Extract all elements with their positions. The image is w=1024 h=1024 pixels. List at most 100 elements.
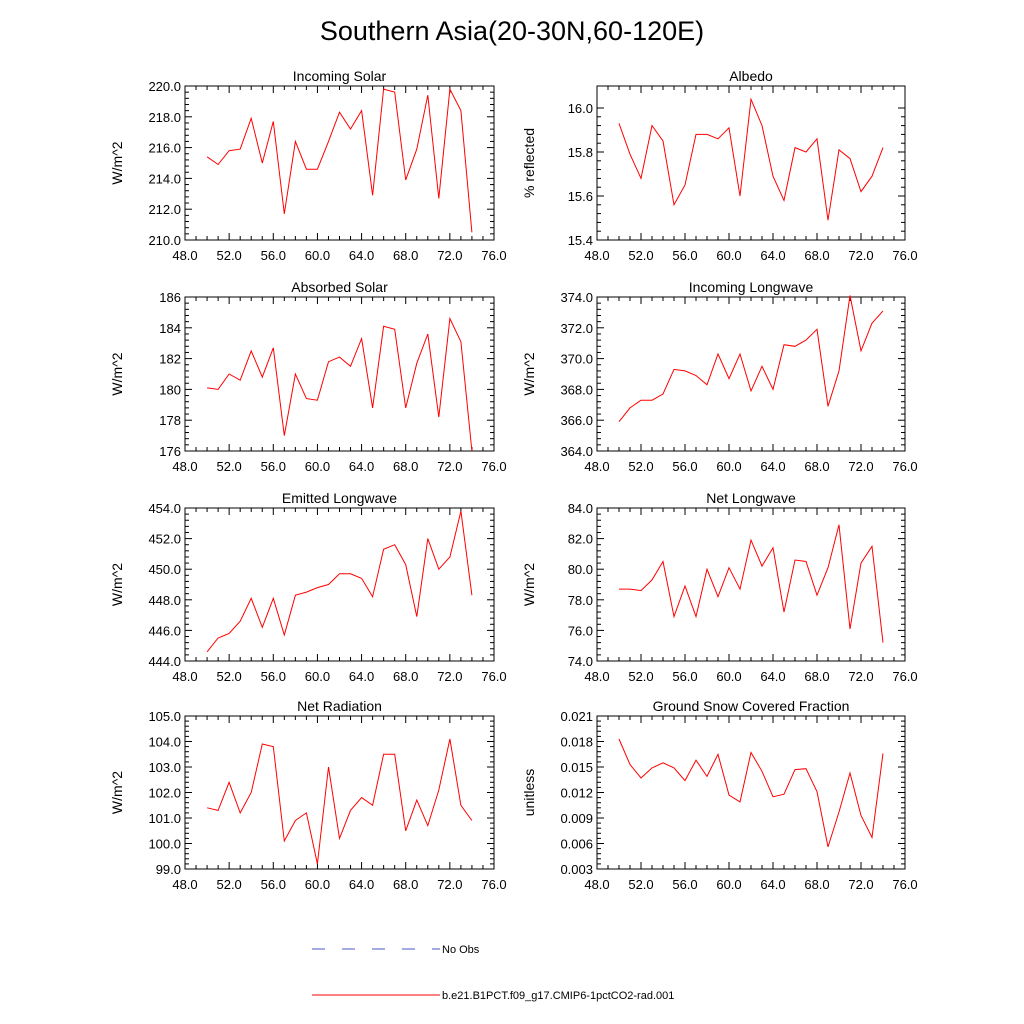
y-tick-label-net-longwave: 78.0 bbox=[568, 593, 593, 608]
panel-title-ground-snow-covered-fraction: Ground Snow Covered Fraction bbox=[653, 698, 850, 714]
panel-title-absorbed-solar: Absorbed Solar bbox=[291, 279, 388, 295]
y-tick-label-absorbed-solar: 184 bbox=[159, 321, 181, 336]
x-tick-label-net-radiation: 60.0 bbox=[305, 877, 330, 892]
y-tick-label-incoming-longwave: 364.0 bbox=[560, 444, 593, 459]
legend-label-no-obs: No Obs bbox=[442, 944, 480, 956]
chart-panels: Incoming Solar 48.0 52.0 56.0 60.0 64.0 68.0 72… bbox=[109, 68, 918, 892]
y-axis-label-ground-snow-covered-fraction: unitless bbox=[521, 769, 537, 816]
x-tick-label-incoming-solar: 52.0 bbox=[216, 248, 241, 263]
x-tick-label-albedo: 48.0 bbox=[584, 248, 609, 263]
x-tick-label-net-radiation: 72.0 bbox=[437, 877, 462, 892]
y-axis-label-incoming-solar: W/m^2 bbox=[109, 141, 125, 184]
panel-incoming-solar: Incoming Solar 48.0 52.0 56.0 60.0 64.0 68.0 72… bbox=[109, 68, 507, 263]
x-tick-label-ground-snow-covered-fraction: 76.0 bbox=[892, 877, 917, 892]
y-tick-label-emitted-longwave: 448.0 bbox=[148, 593, 181, 608]
x-tick-label-emitted-longwave: 72.0 bbox=[437, 669, 462, 684]
y-tick-label-incoming-solar: 212.0 bbox=[148, 202, 181, 217]
y-tick-label-incoming-solar: 216.0 bbox=[148, 141, 181, 156]
series-line-albedo bbox=[618, 97, 884, 221]
y-tick-label-emitted-longwave: 444.0 bbox=[148, 654, 181, 669]
y-axis-label-incoming-longwave: W/m^2 bbox=[521, 352, 537, 395]
x-tick-label-incoming-solar: 48.0 bbox=[172, 248, 197, 263]
panel-albedo: Albedo 48.0 52.0 56.0 60.0 64.0 68.0 72.0 76.0 15… bbox=[521, 68, 918, 263]
y-tick-label-absorbed-solar: 186 bbox=[159, 290, 181, 305]
x-tick-label-emitted-longwave: 48.0 bbox=[172, 669, 197, 684]
figure-title: Southern Asia(20-30N,60-120E) bbox=[320, 16, 704, 46]
y-tick-label-ground-snow-covered-fraction: 0.018 bbox=[560, 735, 593, 750]
x-tick-label-ground-snow-covered-fraction: 56.0 bbox=[672, 877, 697, 892]
x-tick-label-albedo: 52.0 bbox=[628, 248, 653, 263]
x-tick-label-net-radiation: 68.0 bbox=[393, 877, 418, 892]
y-tick-label-ground-snow-covered-fraction: 0.015 bbox=[560, 760, 593, 775]
y-tick-label-net-longwave: 84.0 bbox=[568, 501, 593, 516]
y-tick-label-net-radiation: 100.0 bbox=[148, 837, 181, 852]
y-tick-label-incoming-solar: 210.0 bbox=[148, 233, 181, 248]
y-axis-label-net-longwave: W/m^2 bbox=[521, 563, 537, 606]
y-tick-label-incoming-longwave: 370.0 bbox=[560, 352, 593, 367]
x-tick-label-emitted-longwave: 68.0 bbox=[393, 669, 418, 684]
series-line-net-longwave bbox=[619, 524, 884, 643]
y-tick-label-incoming-longwave: 374.0 bbox=[560, 290, 593, 305]
panel-net-radiation: Net Radiation 48.0 52.0 56.0 60.0 64.0 68.0 72.… bbox=[109, 698, 507, 892]
x-tick-label-net-radiation: 56.0 bbox=[261, 877, 286, 892]
x-tick-label-net-longwave: 64.0 bbox=[760, 669, 785, 684]
y-tick-label-ground-snow-covered-fraction: 0.003 bbox=[560, 862, 593, 877]
x-tick-label-ground-snow-covered-fraction: 68.0 bbox=[804, 877, 829, 892]
x-tick-label-net-radiation: 64.0 bbox=[349, 877, 374, 892]
y-tick-label-albedo: 16.0 bbox=[568, 101, 593, 116]
x-tick-label-albedo: 72.0 bbox=[848, 248, 873, 263]
x-tick-label-net-longwave: 76.0 bbox=[892, 669, 917, 684]
panel-title-albedo: Albedo bbox=[729, 68, 773, 84]
panel-title-incoming-solar: Incoming Solar bbox=[293, 68, 387, 84]
y-tick-label-incoming-solar: 220.0 bbox=[148, 79, 181, 94]
series-line-emitted-longwave bbox=[206, 510, 473, 653]
y-tick-label-emitted-longwave: 454.0 bbox=[148, 501, 181, 516]
x-tick-label-incoming-longwave: 60.0 bbox=[716, 459, 741, 474]
y-tick-label-net-longwave: 74.0 bbox=[568, 654, 593, 669]
y-tick-label-emitted-longwave: 452.0 bbox=[148, 532, 181, 547]
y-tick-label-ground-snow-covered-fraction: 0.021 bbox=[560, 709, 593, 724]
x-tick-label-incoming-longwave: 64.0 bbox=[760, 459, 785, 474]
x-tick-label-absorbed-solar: 72.0 bbox=[437, 459, 462, 474]
x-tick-label-incoming-longwave: 72.0 bbox=[848, 459, 873, 474]
plot-frame-net-radiation bbox=[184, 715, 495, 870]
y-axis-label-net-radiation: W/m^2 bbox=[109, 771, 125, 814]
legend: No Obs b.e21.B1PCT.f09_g17.CMIP6-1pctCO2… bbox=[312, 944, 674, 1002]
plot-frame-emitted-longwave bbox=[184, 507, 495, 662]
panel-title-net-longwave: Net Longwave bbox=[706, 490, 796, 506]
y-tick-label-ground-snow-covered-fraction: 0.012 bbox=[560, 786, 593, 801]
x-tick-label-net-longwave: 56.0 bbox=[672, 669, 697, 684]
x-tick-label-net-radiation: 76.0 bbox=[481, 877, 506, 892]
x-tick-label-net-radiation: 48.0 bbox=[172, 877, 197, 892]
x-tick-label-emitted-longwave: 56.0 bbox=[261, 669, 286, 684]
y-tick-label-incoming-longwave: 372.0 bbox=[560, 321, 593, 336]
y-tick-label-absorbed-solar: 182 bbox=[159, 352, 181, 367]
x-tick-label-incoming-longwave: 48.0 bbox=[584, 459, 609, 474]
y-tick-label-incoming-solar: 214.0 bbox=[148, 171, 181, 186]
x-tick-label-net-radiation: 52.0 bbox=[216, 877, 241, 892]
x-tick-label-net-longwave: 60.0 bbox=[716, 669, 741, 684]
plot-frame-absorbed-solar bbox=[184, 296, 495, 452]
x-tick-label-incoming-solar: 56.0 bbox=[261, 248, 286, 263]
y-tick-label-absorbed-solar: 178 bbox=[159, 413, 181, 428]
series-line-ground-snow-covered-fraction bbox=[618, 738, 884, 848]
y-tick-label-net-longwave: 76.0 bbox=[568, 623, 593, 638]
y-tick-label-emitted-longwave: 446.0 bbox=[148, 623, 181, 638]
x-tick-label-ground-snow-covered-fraction: 60.0 bbox=[716, 877, 741, 892]
x-tick-label-net-longwave: 52.0 bbox=[628, 669, 653, 684]
x-tick-label-albedo: 76.0 bbox=[892, 248, 917, 263]
x-tick-label-net-longwave: 72.0 bbox=[848, 669, 873, 684]
panel-incoming-longwave: Incoming Longwave 48.0 52.0 56.0 60.0 64.0 68.… bbox=[521, 279, 918, 474]
x-tick-label-albedo: 68.0 bbox=[804, 248, 829, 263]
y-tick-label-albedo: 15.6 bbox=[568, 189, 593, 204]
series-line-absorbed-solar bbox=[207, 316, 473, 452]
x-tick-label-absorbed-solar: 68.0 bbox=[393, 459, 418, 474]
x-tick-label-ground-snow-covered-fraction: 52.0 bbox=[628, 877, 653, 892]
y-tick-label-net-radiation: 103.0 bbox=[148, 760, 181, 775]
x-tick-label-ground-snow-covered-fraction: 72.0 bbox=[848, 877, 873, 892]
x-tick-label-absorbed-solar: 56.0 bbox=[261, 459, 286, 474]
y-tick-label-incoming-longwave: 368.0 bbox=[560, 382, 593, 397]
series-line-net-radiation bbox=[206, 738, 473, 865]
panel-title-net-radiation: Net Radiation bbox=[297, 698, 382, 714]
